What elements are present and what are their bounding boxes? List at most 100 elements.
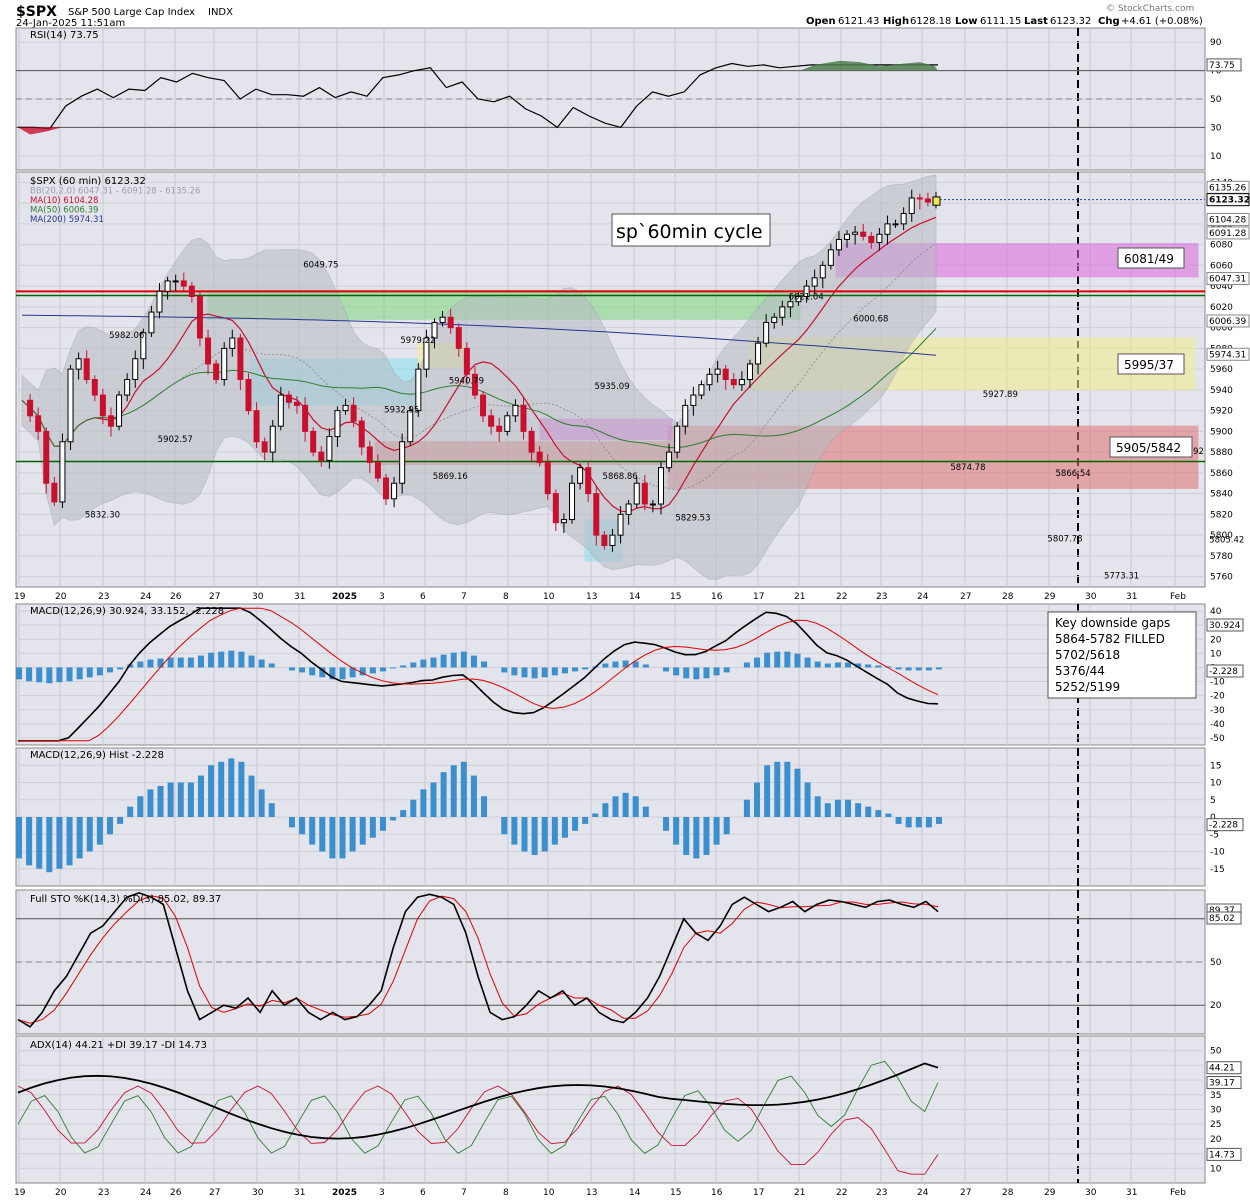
hist-bar-90 <box>925 817 932 828</box>
macd-bar-0 <box>16 667 22 680</box>
hist-tick-5: 10 <box>1210 779 1222 789</box>
macd-bar-64 <box>663 667 670 672</box>
adx-tick-3: 25 <box>1210 1120 1221 1130</box>
bottom-date-label-17: 16 <box>711 1188 723 1198</box>
price-label-15: 5829.53 <box>675 514 710 524</box>
price-tick-0: 5760 <box>1210 573 1233 583</box>
macd-bar-75 <box>774 651 781 668</box>
candle-body-11 <box>107 415 114 427</box>
hist-bar-28 <box>299 817 306 835</box>
macd-bar-85 <box>875 665 882 668</box>
macd-bar-83 <box>855 663 862 668</box>
macd-bar-58 <box>602 663 609 668</box>
candle-body-59 <box>496 425 503 432</box>
price-label-5: 6021.04 <box>789 293 824 303</box>
bottom-date-label-15: 14 <box>629 1188 641 1198</box>
sto-last-box-1 <box>1206 911 1242 925</box>
macd-bar-55 <box>572 667 579 672</box>
candle-body-3 <box>43 430 50 484</box>
hist-bar-35 <box>369 817 376 838</box>
hist-bar-61 <box>632 796 639 817</box>
hist-bar-88 <box>905 817 912 828</box>
open-label: Open <box>806 16 836 27</box>
macd-bar-73 <box>754 657 761 668</box>
macd-bar-65 <box>673 667 680 676</box>
gaps-note-line-4: 5252/5199 <box>1055 680 1120 694</box>
hist-bar-86 <box>885 813 892 817</box>
candle-body-97 <box>803 285 810 297</box>
price-tick-16: 6080 <box>1210 241 1233 251</box>
hist-bar-4 <box>56 817 63 869</box>
candle-body-22 <box>196 296 203 339</box>
hist-bar-51 <box>531 817 538 855</box>
hist-bar-45 <box>470 775 477 817</box>
candle-body-98 <box>811 277 818 287</box>
candle-body-79 <box>657 467 664 505</box>
macd-bar-87 <box>895 667 902 670</box>
hist-bar-60 <box>622 792 629 817</box>
price-right-box-1 <box>1206 193 1250 207</box>
macd-bar-76 <box>784 651 791 668</box>
open-value: 6121.43 <box>838 16 879 27</box>
sto-last-label-0: 89.37 <box>1209 906 1235 916</box>
date-label-20: 22 <box>836 592 847 602</box>
macd-last-label-0: 30.924 <box>1209 621 1241 631</box>
candle-body-77 <box>641 482 648 505</box>
price-right-label-0: 6135.26 <box>1209 183 1246 193</box>
bottom-date-label-26: 30 <box>1085 1188 1097 1198</box>
hist-bar-84 <box>865 806 872 817</box>
date-label-22: 24 <box>917 592 929 602</box>
hist-bar-72 <box>743 799 750 817</box>
hist-bar-81 <box>834 799 841 817</box>
hist-last-label: -2.228 <box>1209 821 1238 831</box>
price-right-label-6: 5974.31 <box>1209 350 1246 360</box>
macd-bar-4 <box>56 667 63 683</box>
hist-bar-30 <box>319 817 326 852</box>
hist-bar-82 <box>845 799 852 817</box>
macd-bar-53 <box>551 667 558 676</box>
candle-body-32 <box>277 394 284 427</box>
candle-body-18 <box>164 280 171 292</box>
hist-bar-75 <box>774 761 781 817</box>
hist-bar-29 <box>309 817 316 845</box>
high-value: 6128.18 <box>910 16 951 27</box>
bottom-date-label-12: 8 <box>503 1188 509 1198</box>
date-label-16: 15 <box>670 592 681 602</box>
candle-body-28 <box>245 379 252 412</box>
hist-bar-56 <box>582 817 589 824</box>
price-tick-2: 5800 <box>1210 531 1233 541</box>
hist-bar-53 <box>551 817 558 845</box>
sto-tick-1: 50 <box>1210 958 1222 968</box>
candle-body-75 <box>625 503 632 515</box>
hist-bar-79 <box>814 796 821 817</box>
candle-body-10 <box>99 394 106 417</box>
hist-bar-69 <box>713 817 720 845</box>
adx-tick-2: 20 <box>1210 1135 1222 1145</box>
hist-bar-13 <box>147 789 154 817</box>
candle-body-84 <box>698 384 705 396</box>
price-legend-3: MA(50) 6006.39 <box>30 206 98 216</box>
adx-tick-5: 35 <box>1210 1091 1221 1101</box>
candle-body-23 <box>205 337 212 365</box>
macd-bar-51 <box>531 667 538 679</box>
gaps-note-line-3: 5376/44 <box>1055 664 1105 678</box>
high-label: High <box>883 16 909 27</box>
hist-tick-6: 15 <box>1210 761 1221 771</box>
price-label-3: 5940.79 <box>449 377 484 387</box>
zone-label-box-0 <box>1117 247 1185 269</box>
candle-body-12 <box>116 394 123 427</box>
hist-bar-24 <box>258 789 265 817</box>
candle-body-35 <box>302 404 309 432</box>
macd-bar-25 <box>268 663 275 668</box>
macd-bar-49 <box>511 667 518 676</box>
hist-bar-12 <box>137 796 144 817</box>
hist-bar-85 <box>875 810 882 817</box>
candle-body-61 <box>512 404 519 417</box>
macd-bar-7 <box>86 667 93 678</box>
bottom-date-label-1: 20 <box>55 1188 67 1198</box>
date-label-1: 20 <box>55 592 67 602</box>
macd-bar-1 <box>26 667 33 682</box>
candle-body-53 <box>447 316 454 329</box>
price-tick-6: 5880 <box>1210 448 1233 458</box>
candle-body-6 <box>67 368 74 443</box>
